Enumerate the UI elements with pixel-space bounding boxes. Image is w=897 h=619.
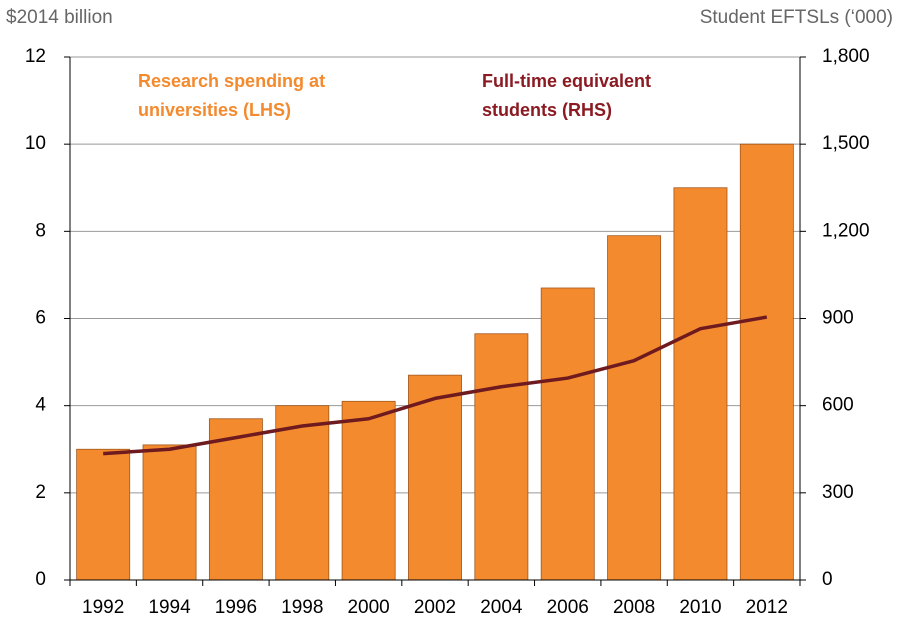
y2-tick-label: 300 bbox=[822, 482, 854, 503]
bar bbox=[142, 444, 197, 581]
annotation: universities (LHS) bbox=[138, 100, 291, 120]
y2-tick-label: 1,200 bbox=[822, 220, 870, 241]
bar bbox=[408, 374, 462, 581]
bar bbox=[474, 333, 529, 581]
y2-tick-label: 1,800 bbox=[822, 46, 870, 67]
y-tick-label: 6 bbox=[35, 308, 46, 329]
y2-tick-label: 900 bbox=[822, 308, 854, 329]
x-tick-label: 1994 bbox=[148, 597, 191, 618]
y-tick-label: 0 bbox=[35, 569, 46, 590]
x-tick-label: 2010 bbox=[679, 597, 721, 618]
y2-tick-label: 0 bbox=[822, 569, 833, 590]
x-tick-label: 2008 bbox=[613, 597, 655, 618]
annotation: students (RHS) bbox=[482, 100, 612, 120]
y-tick-label: 4 bbox=[35, 395, 46, 416]
y2-tick-label: 600 bbox=[822, 395, 854, 416]
bar bbox=[341, 400, 396, 581]
y2-tick-label: 1,500 bbox=[822, 133, 870, 154]
annotation: Research spending at bbox=[138, 71, 325, 91]
bar bbox=[208, 418, 263, 581]
annotation: Full-time equivalent bbox=[482, 71, 651, 91]
x-tick-label: 1998 bbox=[281, 597, 323, 618]
y-tick-label: 10 bbox=[25, 133, 46, 154]
x-tick-label: 2012 bbox=[746, 597, 788, 618]
x-tick-label: 1992 bbox=[82, 597, 124, 618]
bar bbox=[607, 235, 662, 581]
bar bbox=[540, 287, 595, 581]
bar bbox=[76, 448, 131, 581]
right-axis-title: Student EFTSLs (‘000) bbox=[700, 7, 893, 28]
bar bbox=[739, 143, 794, 581]
x-tick-label: 2004 bbox=[480, 597, 523, 618]
x-tick-label: 2002 bbox=[414, 597, 456, 618]
y-tick-label: 12 bbox=[25, 46, 46, 67]
bar bbox=[673, 187, 728, 581]
line-series bbox=[103, 315, 768, 456]
y-tick-label: 2 bbox=[35, 482, 46, 503]
left-axis-title: $2014 billion bbox=[6, 7, 113, 28]
bar bbox=[275, 405, 330, 581]
x-tick-label: 2000 bbox=[347, 597, 389, 618]
x-tick-label: 2006 bbox=[547, 597, 589, 618]
x-tick-label: 1996 bbox=[215, 597, 257, 618]
y-tick-label: 8 bbox=[35, 220, 46, 241]
